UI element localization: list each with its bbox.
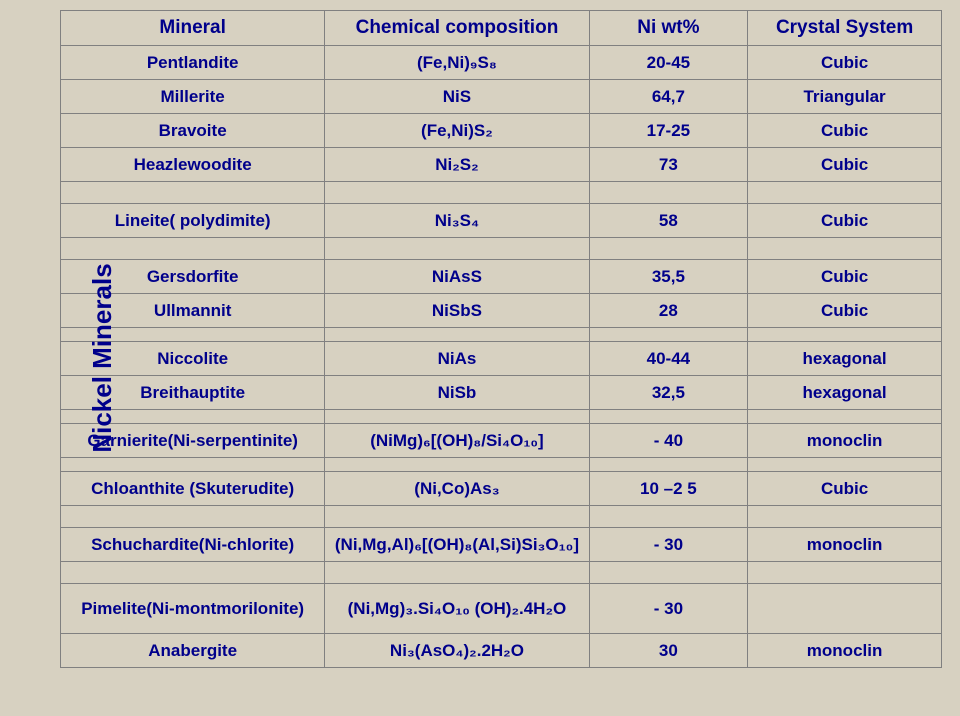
header-crystal: Crystal System [748,11,942,46]
cell-crystal: Cubic [748,114,942,148]
cell-comp: NiAs [325,342,589,376]
cell-comp: Ni₃S₄ [325,204,589,238]
cell-comp: Ni₂S₂ [325,148,589,182]
table-row: Gersdorfite NiAsS 35,5 Cubic [61,260,942,294]
table-row: Pimelite(Ni-montmorilonite) (Ni,Mg)₃.Si₄… [61,584,942,634]
table-row: Pentlandite (Fe,Ni)₉S₈ 20-45 Cubic [61,46,942,80]
cell-crystal: Cubic [748,472,942,506]
cell-comp: NiSbS [325,294,589,328]
cell-niwt: 35,5 [589,260,748,294]
table-row: Niccolite NiAs 40-44 hexagonal [61,342,942,376]
cell-niwt: 32,5 [589,376,748,410]
table-row: Lineite( polydimite) Ni₃S₄ 58 Cubic [61,204,942,238]
spacer-row [61,182,942,204]
table-row: Chloanthite (Skuterudite) (Ni,Co)As₃ 10 … [61,472,942,506]
cell-crystal: hexagonal [748,376,942,410]
cell-niwt: - 30 [589,584,748,634]
cell-mineral: Anabergite [61,634,325,668]
cell-comp: Ni₃(AsO₄)₂.2H₂O [325,634,589,668]
header-comp: Chemical composition [325,11,589,46]
table-row: Ullmannit NiSbS 28 Cubic [61,294,942,328]
cell-crystal: Cubic [748,148,942,182]
cell-mineral: Lineite( polydimite) [61,204,325,238]
cell-niwt: - 40 [589,424,748,458]
spacer-row [61,410,942,424]
table-row: Breithauptite NiSb 32,5 hexagonal [61,376,942,410]
cell-niwt: 30 [589,634,748,668]
table-row: Bravoite (Fe,Ni)S₂ 17-25 Cubic [61,114,942,148]
cell-crystal: Cubic [748,260,942,294]
table-row: Schuchardite(Ni-chlorite) (Ni,Mg,Al)₆[(O… [61,528,942,562]
table-header-row: Mineral Chemical composition Ni wt% Crys… [61,11,942,46]
cell-mineral: Bravoite [61,114,325,148]
cell-crystal: monoclin [748,424,942,458]
cell-comp: NiS [325,80,589,114]
table-row: Garnierite(Ni-serpentinite) (NiMg)₆[(OH)… [61,424,942,458]
spacer-row [61,562,942,584]
cell-crystal: Cubic [748,204,942,238]
cell-mineral: Pimelite(Ni-montmorilonite) [61,584,325,634]
cell-crystal: Cubic [748,294,942,328]
cell-crystal [748,584,942,634]
table-row: Anabergite Ni₃(AsO₄)₂.2H₂O 30 monoclin [61,634,942,668]
cell-niwt: 20-45 [589,46,748,80]
cell-niwt: 10 –2 5 [589,472,748,506]
header-niwt: Ni wt% [589,11,748,46]
cell-crystal: monoclin [748,634,942,668]
cell-comp: (Fe,Ni)S₂ [325,114,589,148]
cell-mineral: Chloanthite (Skuterudite) [61,472,325,506]
cell-niwt: 58 [589,204,748,238]
spacer-row [61,328,942,342]
spacer-row [61,458,942,472]
table-row: Heazlewoodite Ni₂S₂ 73 Cubic [61,148,942,182]
cell-mineral: Pentlandite [61,46,325,80]
cell-mineral: Millerite [61,80,325,114]
cell-comp: NiAsS [325,260,589,294]
cell-crystal: monoclin [748,528,942,562]
cell-niwt: 28 [589,294,748,328]
sidebar-label: Nickel Minerals [87,263,118,452]
minerals-table: Mineral Chemical composition Ni wt% Crys… [60,10,942,668]
cell-niwt: 64,7 [589,80,748,114]
cell-comp: (Ni,Mg,Al)₆[(OH)₈(Al,Si)Si₃O₁₀] [325,528,589,562]
table-row: Millerite NiS 64,7 Triangular [61,80,942,114]
cell-comp: (Fe,Ni)₉S₈ [325,46,589,80]
cell-mineral: Schuchardite(Ni-chlorite) [61,528,325,562]
cell-niwt: 73 [589,148,748,182]
cell-comp: (Ni,Co)As₃ [325,472,589,506]
spacer-row [61,506,942,528]
cell-comp: (Ni,Mg)₃.Si₄O₁₀ (OH)₂.4H₂O [325,584,589,634]
cell-niwt: - 30 [589,528,748,562]
spacer-row [61,238,942,260]
cell-comp: (NiMg)₆[(OH)₈/Si₄O₁₀] [325,424,589,458]
cell-crystal: hexagonal [748,342,942,376]
cell-crystal: Triangular [748,80,942,114]
header-mineral: Mineral [61,11,325,46]
cell-mineral: Heazlewoodite [61,148,325,182]
cell-niwt: 17-25 [589,114,748,148]
cell-crystal: Cubic [748,46,942,80]
cell-comp: NiSb [325,376,589,410]
cell-niwt: 40-44 [589,342,748,376]
